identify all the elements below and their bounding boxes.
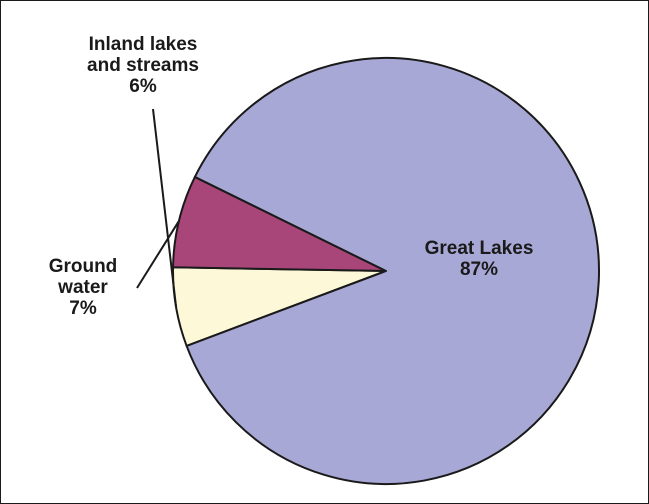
inland-lakes-name-line-1: Inland lakes	[88, 34, 198, 55]
ground-water-value-label: 7%	[69, 298, 97, 319]
inland-lakes-label: Inland lakes and streams 6%	[63, 34, 223, 97]
great-lakes-value-label: 87%	[459, 259, 499, 280]
pie-slice-great-lakes	[185, 57, 600, 485]
pie-slices	[172, 57, 600, 485]
ground-water-leader	[136, 220, 180, 289]
ground-water-label: Ground water 7%	[23, 256, 143, 319]
great-lakes-label: Great Lakes 87%	[399, 238, 559, 280]
great-lakes-name-line-1: Great Lakes	[424, 238, 534, 259]
inland-lakes-value-label: 6%	[129, 76, 157, 97]
inland-lakes-name-line-2: and streams	[87, 55, 199, 76]
leader-lines	[136, 108, 180, 308]
ground-water-name-line-2: water	[58, 277, 108, 298]
inland-lakes-leader	[152, 108, 178, 308]
ground-water-name-line-1: Ground	[48, 256, 118, 277]
